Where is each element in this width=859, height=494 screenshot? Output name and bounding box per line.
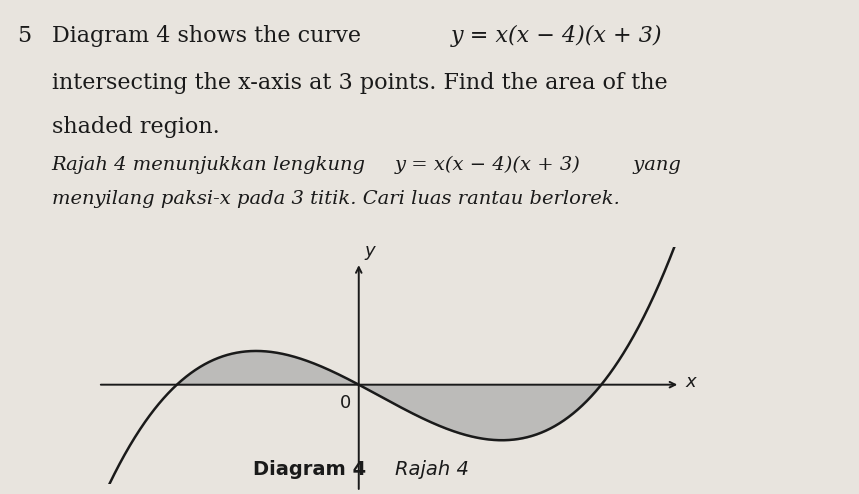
Text: Rajah 4: Rajah 4 [395,460,469,479]
Text: y = x(x − 4)(x + 3): y = x(x − 4)(x + 3) [395,156,581,174]
Text: Diagram 4: Diagram 4 [253,460,366,479]
Text: y = x(x − 4)(x + 3): y = x(x − 4)(x + 3) [451,25,662,47]
Text: menyilang paksi-x pada 3 titik. Cari luas rantau berlorek.: menyilang paksi-x pada 3 titik. Cari lua… [52,190,619,208]
Text: 5: 5 [17,25,31,47]
Text: intersecting the x-axis at 3 points. Find the area of the: intersecting the x-axis at 3 points. Fin… [52,72,667,94]
Text: y: y [364,242,375,260]
Text: Rajah 4 menunjukkan lengkung: Rajah 4 menunjukkan lengkung [52,156,372,173]
Text: yang: yang [627,156,681,173]
Text: shaded region.: shaded region. [52,116,219,138]
Text: 0: 0 [340,394,351,412]
Text: Diagram 4 shows the curve: Diagram 4 shows the curve [52,25,368,47]
Text: x: x [685,372,696,391]
